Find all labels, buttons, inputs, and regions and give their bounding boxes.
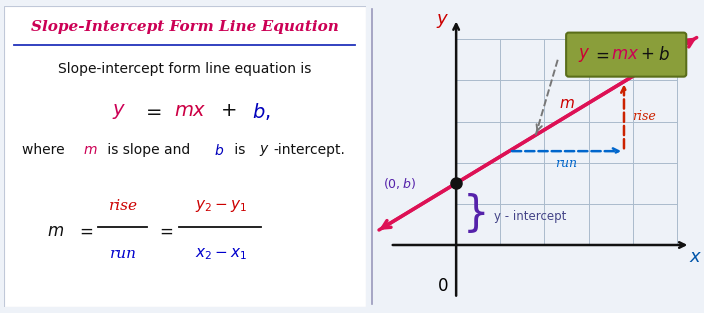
Text: run: run [555,157,577,170]
Text: $m$: $m$ [83,143,98,157]
Text: -intercept.: -intercept. [274,143,346,157]
Text: $(0, b)$: $(0, b)$ [383,176,416,191]
Text: is: is [230,143,250,157]
Text: $x_2 - x_1$: $x_2 - x_1$ [195,246,247,262]
Text: rise: rise [632,110,655,123]
Text: $y$: $y$ [436,12,450,30]
Text: $mx$: $mx$ [611,46,639,63]
Text: $y_2 - y_1$: $y_2 - y_1$ [195,198,247,214]
Text: $m$: $m$ [559,97,574,111]
Text: Slope-Intercept Form Line Equation: Slope-Intercept Form Line Equation [31,20,339,34]
Text: rise: rise [108,199,138,213]
Text: $x$: $x$ [689,248,702,265]
Text: $y$: $y$ [577,46,590,64]
Text: $0$: $0$ [437,278,448,295]
Text: $+$: $+$ [220,102,237,121]
Text: is slope and: is slope and [103,143,195,157]
Text: $b,$: $b,$ [251,101,270,122]
Text: $mx$: $mx$ [174,102,206,121]
Text: $m$: $m$ [47,223,64,240]
FancyBboxPatch shape [4,6,366,307]
Text: where: where [22,143,69,157]
Text: $b$: $b$ [214,143,224,158]
Text: $b$: $b$ [658,46,670,64]
Text: $=$: $=$ [156,223,173,240]
FancyBboxPatch shape [566,33,686,77]
Text: y - intercept: y - intercept [494,210,566,223]
Text: $+$: $+$ [641,46,655,63]
Text: $=$: $=$ [142,102,162,121]
Text: $y$: $y$ [113,102,127,121]
Text: }: } [463,193,489,235]
Text: $=$: $=$ [76,223,94,240]
Text: Slope-intercept form line equation is: Slope-intercept form line equation is [58,62,311,76]
Text: $=$: $=$ [592,46,609,63]
Text: run: run [110,247,137,261]
Text: $y$: $y$ [259,143,270,158]
